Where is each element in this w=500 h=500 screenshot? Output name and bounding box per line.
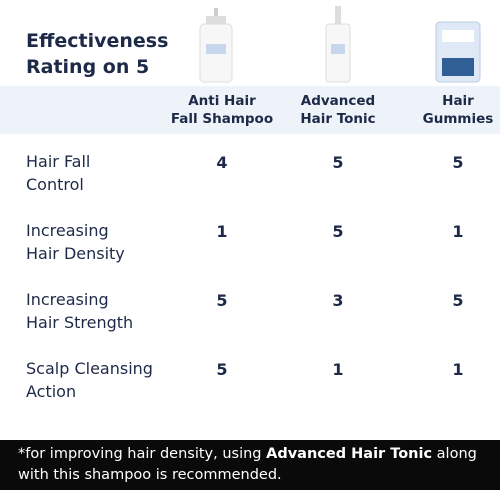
row-label-line: Scalp Cleansing [26,359,153,378]
tonic-bottle [325,6,351,83]
column-header-line: Hair Tonic [300,111,376,127]
title-line: Rating on 5 [26,56,150,78]
title: Effectiveness Rating on 5 [26,28,168,80]
row-label-line: Increasing [26,221,109,240]
column-header-line: Gummies [422,111,494,127]
rating: 1 [332,360,344,379]
rating: 1 [452,360,464,379]
rating: 4 [216,153,228,172]
footnote-text: along with this shampoo is recommended. [18,446,482,483]
footnote-bold: Advanced Hair Tonic [266,446,433,462]
column-header: Anti Hair Fall Shampoo [157,92,287,128]
row-label-line: Action [26,382,77,401]
column-header: Advanced Hair Tonic [273,92,403,128]
rating: 3 [332,291,344,310]
header-band [0,86,500,134]
rating: 5 [452,291,464,310]
gummies-pack [435,21,481,83]
title-line: Effectiveness [26,30,169,52]
footnote: *for improving hair density, using Advan… [0,440,500,490]
column-header-line: Advanced [300,93,376,109]
row-label: Hair Fall Control [26,150,90,196]
row-label-line: Control [26,175,84,194]
rating: 1 [452,222,464,241]
rating: 5 [332,222,344,241]
row-label-line: Hair Fall [26,152,91,171]
shampoo-bottle [199,8,233,83]
row-label-line: Hair Density [26,244,125,263]
rating: 5 [216,360,228,379]
row-label: Increasing Hair Strength [26,288,133,334]
row-label: Scalp Cleansing Action [26,357,153,403]
row-label-line: Hair Strength [26,313,134,332]
column-header-line: Hair [442,93,474,109]
row-label: Increasing Hair Density [26,219,125,265]
footnote-text: *for improving hair density, using [18,446,267,462]
column-header: Hair Gummies [393,92,500,128]
product-images [199,6,481,83]
rating: 5 [332,153,344,172]
rating: 5 [216,291,228,310]
rating: 1 [216,222,228,241]
column-header-line: Anti Hair [188,93,256,109]
rating: 5 [452,153,464,172]
row-label-line: Increasing [26,290,109,309]
column-header-line: Fall Shampoo [170,111,274,127]
